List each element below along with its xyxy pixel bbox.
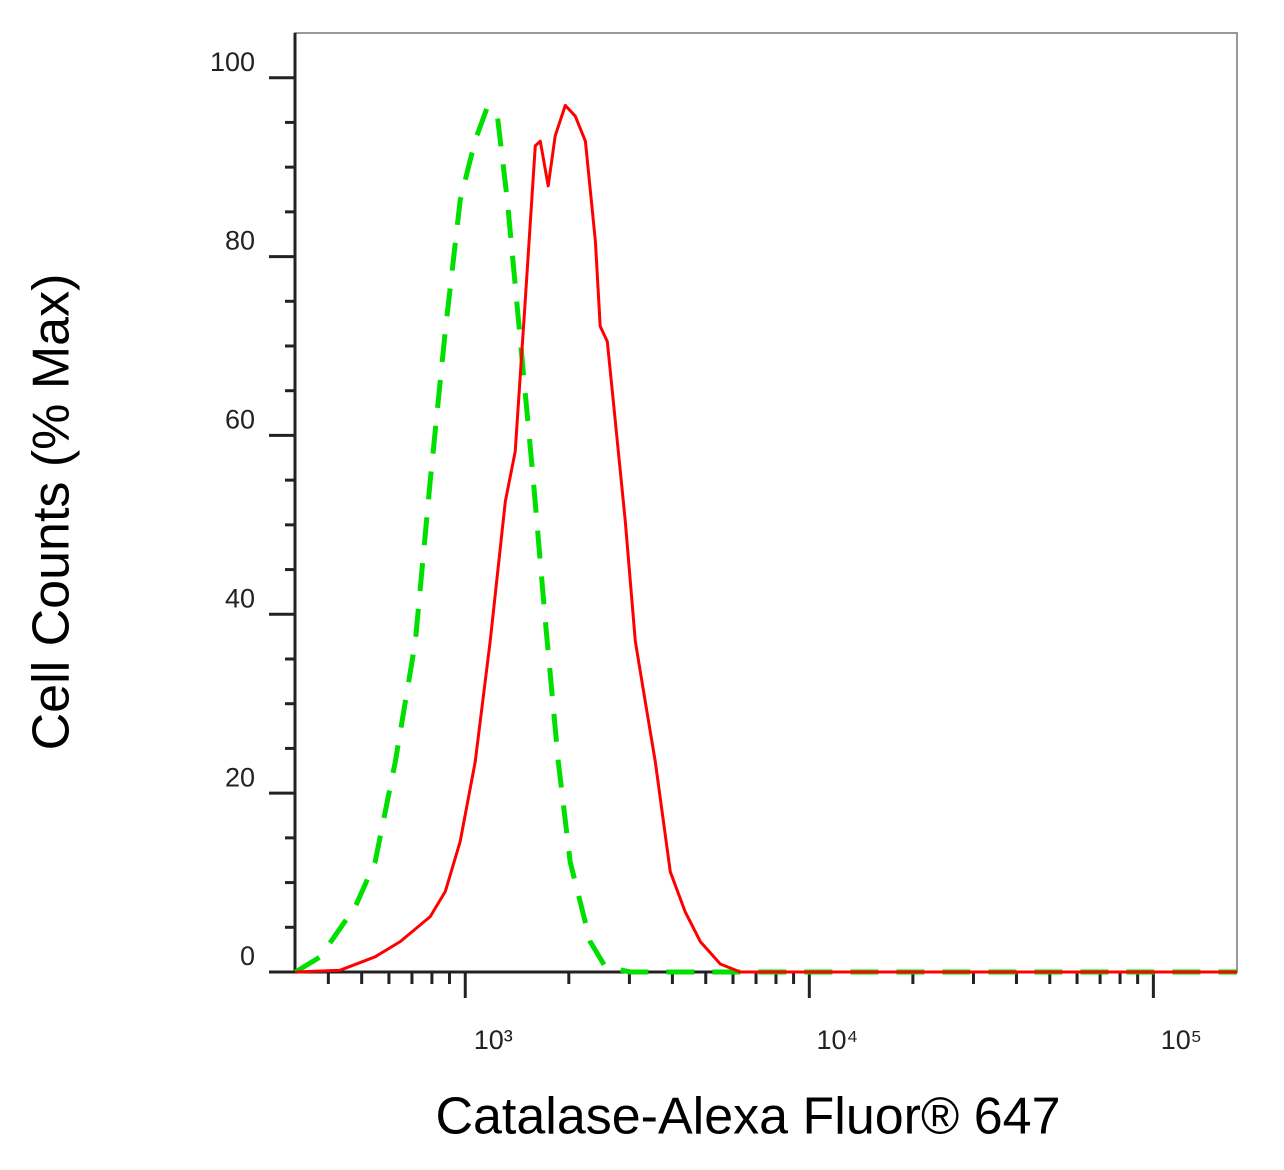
y-tick-label: 60	[225, 405, 255, 435]
y-tick-label: 80	[225, 226, 255, 256]
y-tick-label: 0	[240, 941, 255, 971]
x-tick-label: 10⁴	[816, 1025, 858, 1055]
x-tick-label: 10⁵	[1161, 1025, 1202, 1055]
y-tick-label: 100	[210, 47, 255, 77]
series-line	[295, 103, 1237, 974]
x-axis-title: Catalase-Alexa Fluor® 647	[435, 1088, 1060, 1146]
y-tick-label: 40	[225, 583, 255, 613]
y-axis-title: Cell Counts (% Max)	[23, 274, 81, 751]
y-tick-label: 20	[225, 762, 255, 792]
plot-frame	[294, 32, 1238, 973]
x-tick-label: 10³	[474, 1025, 513, 1055]
series-line	[294, 104, 1237, 975]
